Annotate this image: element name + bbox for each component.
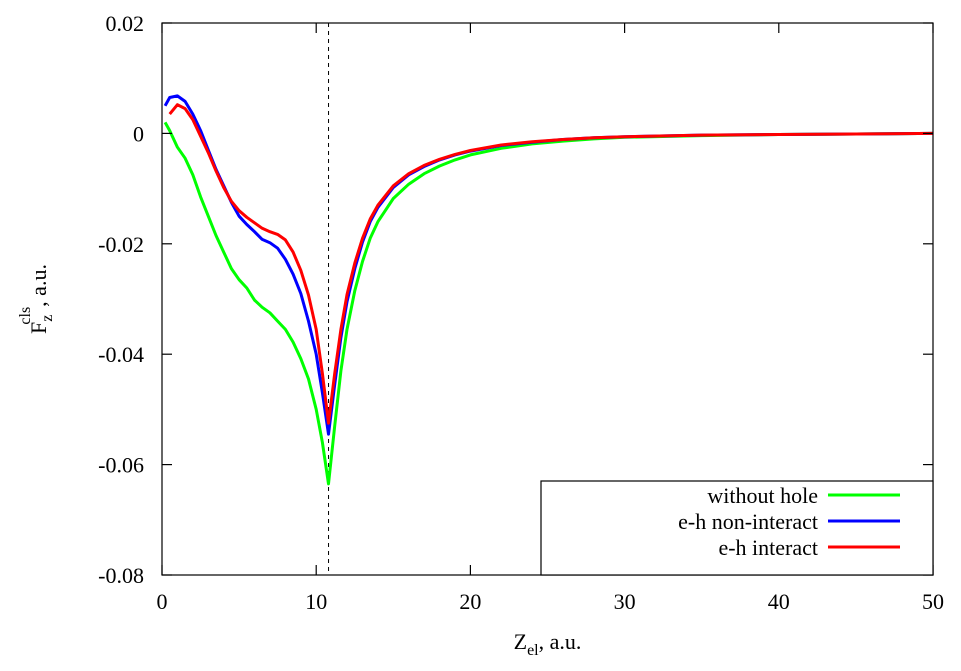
y-axis-title-sub: z: [39, 315, 56, 322]
series-line-1: [163, 121, 933, 486]
y-axis-title: Fzcls, a.u.: [17, 264, 56, 334]
y-axis-title-sup: cls: [17, 307, 34, 325]
y-axis-title-main: F: [26, 322, 51, 334]
y-tick-label: 0.02: [106, 11, 145, 36]
y-tick-label: -0.06: [98, 453, 144, 478]
x-axis-title-rest: , a.u.: [539, 629, 582, 654]
x-axis-title-sub: el: [527, 642, 539, 659]
legend-box: [540, 480, 934, 576]
axis-titles: Zel, a.u.Fzcls, a.u.: [17, 264, 581, 659]
series-line-2: [163, 94, 933, 436]
y-tick-label: 0: [133, 121, 144, 146]
y-tick-label: -0.08: [98, 563, 144, 588]
legend-label-3: e-h interact: [718, 535, 818, 560]
x-tick-label: 30: [614, 589, 636, 614]
plot-area: [163, 23, 933, 575]
x-axis-title-main: Z: [514, 629, 527, 654]
x-axis-title: Zel, a.u.: [514, 629, 582, 659]
x-tick-label: 10: [305, 589, 327, 614]
x-tick-label: 0: [157, 589, 168, 614]
y-tick-label: -0.02: [98, 232, 144, 257]
legend-label-1: without hole: [707, 483, 818, 508]
x-tick-label: 40: [768, 589, 790, 614]
y-axis-title-group: Fzcls, a.u.: [17, 264, 56, 334]
series-line-3: [168, 103, 933, 425]
x-tick-label: 20: [459, 589, 481, 614]
y-axis-title-rest: , a.u.: [26, 264, 51, 307]
x-tick-label: 50: [922, 589, 944, 614]
legend-label-2: e-h non-interact: [678, 509, 818, 534]
y-tick-label: -0.04: [98, 342, 144, 367]
